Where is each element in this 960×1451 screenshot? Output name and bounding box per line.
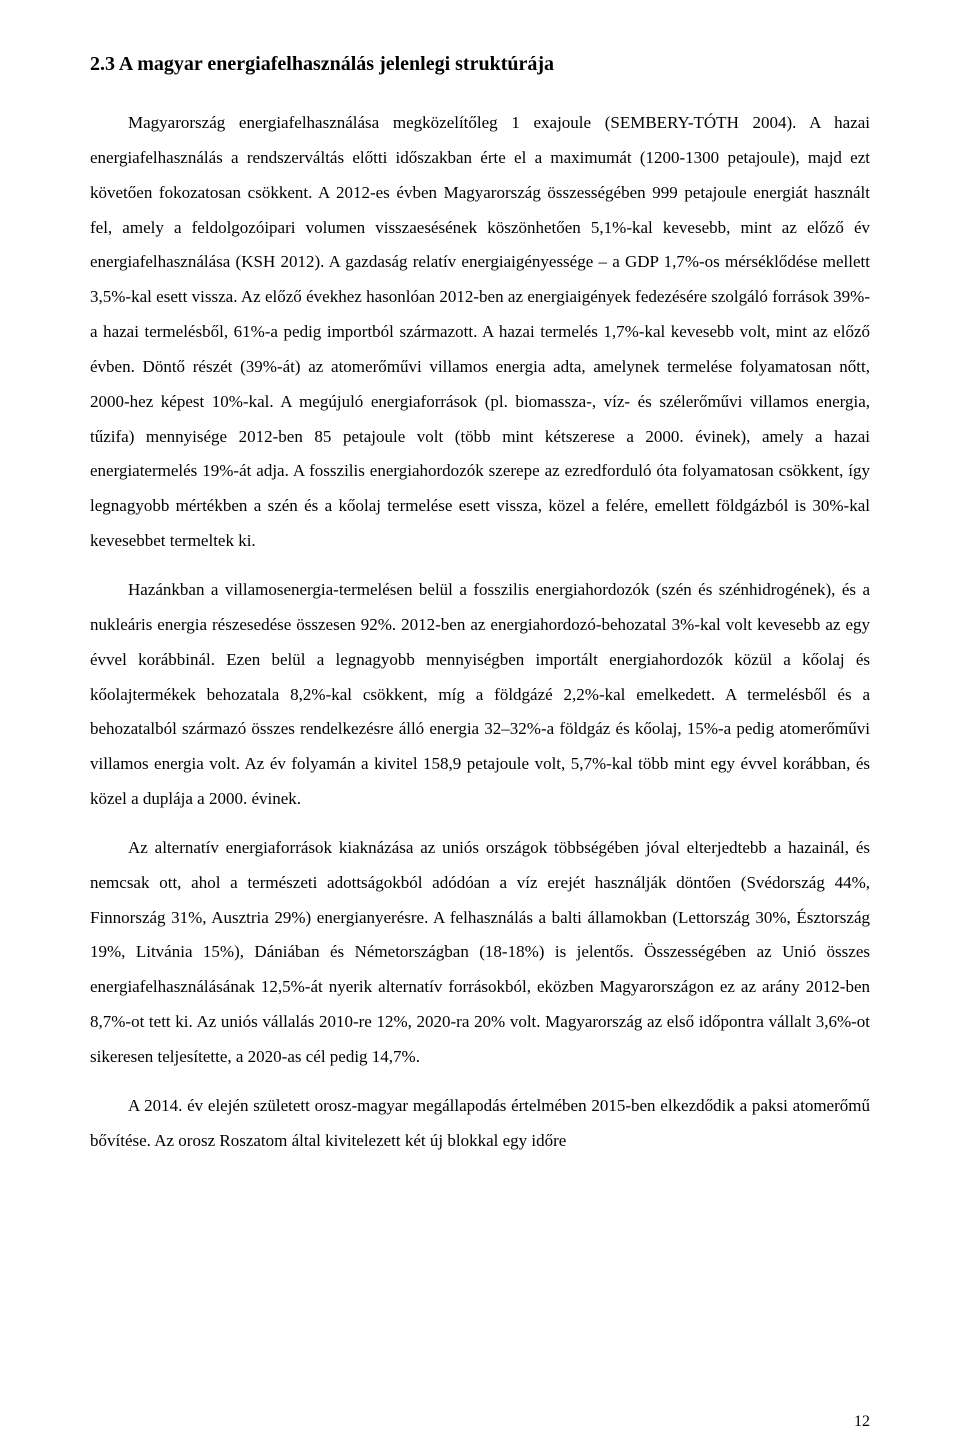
body-paragraph: Magyarország energiafelhasználása megköz… xyxy=(90,106,870,559)
section-heading: 2.3 A magyar energiafelhasználás jelenle… xyxy=(90,50,870,78)
page-number: 12 xyxy=(854,1413,870,1431)
document-page: 2.3 A magyar energiafelhasználás jelenle… xyxy=(0,0,960,1451)
body-paragraph: Az alternatív energiaforrások kiaknázása… xyxy=(90,831,870,1075)
body-paragraph: Hazánkban a villamosenergia-termelésen b… xyxy=(90,573,870,817)
body-paragraph: A 2014. év elején született orosz-magyar… xyxy=(90,1089,870,1159)
